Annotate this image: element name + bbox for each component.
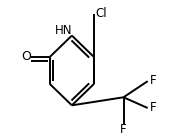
Text: F: F — [120, 123, 127, 136]
Text: F: F — [149, 74, 156, 87]
Text: O: O — [21, 50, 31, 63]
Text: Cl: Cl — [95, 7, 107, 20]
Text: F: F — [149, 101, 156, 114]
Text: HN: HN — [54, 24, 72, 37]
